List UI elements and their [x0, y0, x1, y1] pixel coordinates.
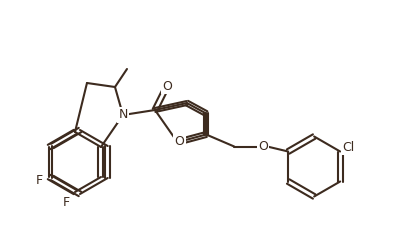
Text: O: O [175, 135, 184, 148]
Text: O: O [258, 140, 268, 153]
Text: Cl: Cl [342, 141, 354, 154]
Text: F: F [35, 174, 42, 187]
Text: O: O [162, 80, 172, 93]
Text: F: F [62, 195, 69, 208]
Text: N: N [118, 109, 128, 122]
